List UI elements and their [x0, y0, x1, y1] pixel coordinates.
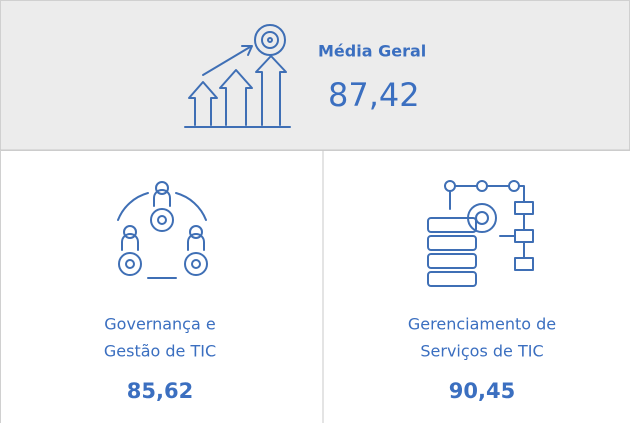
- governance-icon: [117, 181, 208, 279]
- summary-panel: [0, 0, 630, 151]
- card-label: Gerenciamento de: [408, 315, 556, 334]
- services-icon: [427, 180, 534, 287]
- card-value: 90,45: [449, 379, 515, 403]
- growth-icon: [184, 24, 291, 128]
- card-label: Governança e: [104, 315, 215, 334]
- summary-value: 87,42: [328, 76, 420, 114]
- card-label: Gestão de TIC: [104, 342, 216, 361]
- card-label: Serviços de TIC: [420, 342, 543, 361]
- summary-title: Média Geral: [318, 42, 426, 61]
- card-value: 85,62: [127, 379, 193, 403]
